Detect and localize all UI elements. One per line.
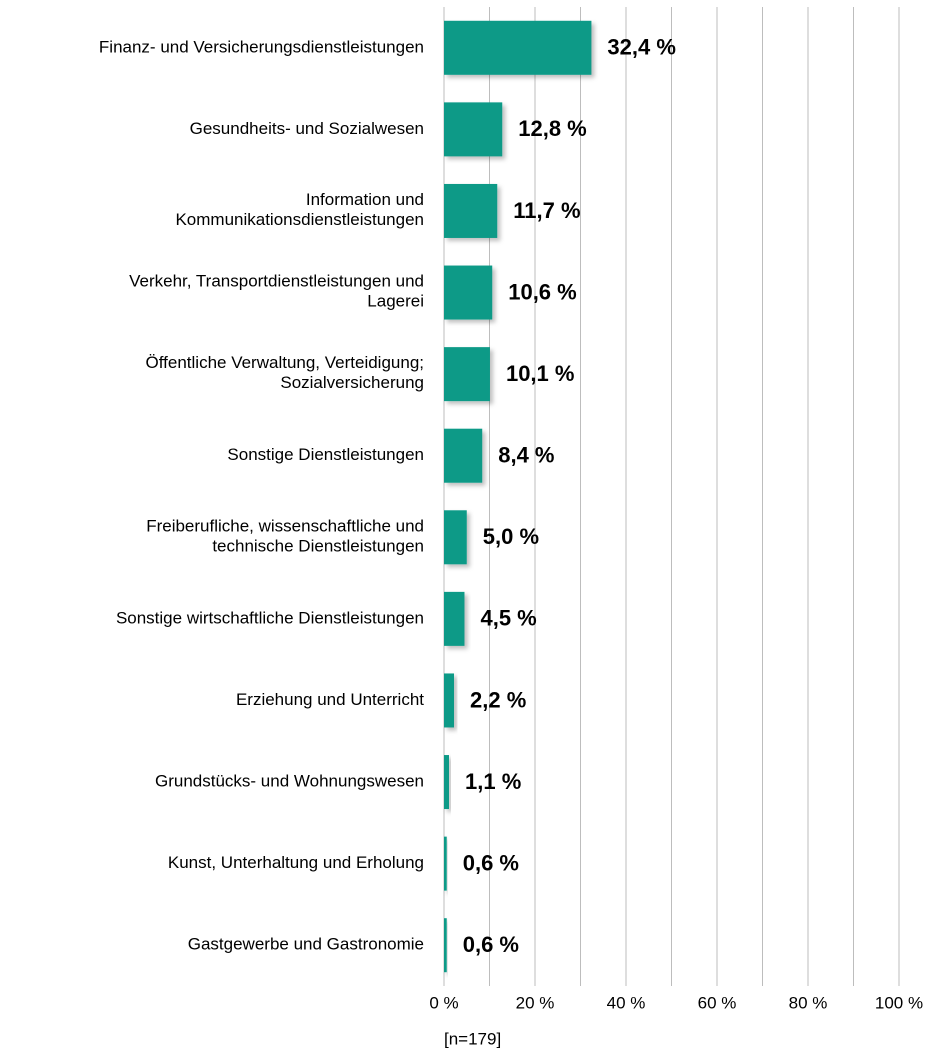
value-label: 8,4 % xyxy=(498,443,554,468)
y-tick-label: Kunst, Unterhaltung und Erholung xyxy=(168,853,424,872)
value-label: 1,1 % xyxy=(465,769,521,794)
value-label: 12,8 % xyxy=(518,116,587,141)
bar xyxy=(444,510,467,565)
value-label: 11,7 % xyxy=(513,198,580,223)
y-tick-label: Finanz- und Versicherungsdienstleistunge… xyxy=(99,37,424,56)
bar xyxy=(444,673,455,728)
bar xyxy=(444,347,490,402)
y-tick-label: Verkehr, Transportdienstleistungen und La… xyxy=(129,272,424,311)
x-tick-label: 0 % xyxy=(429,993,458,1012)
y-tick-label: Freiberufliche, wissenschaftliche und tec… xyxy=(146,517,424,556)
y-tick-label: Öffentliche Verwaltung, Verteidigung; Soz… xyxy=(146,354,424,393)
note: [n=179] xyxy=(444,1029,501,1048)
y-tick-label: Erziehung und Unterricht xyxy=(236,690,424,709)
y-tick-label: Gastgewerbe und Gastronomie xyxy=(188,935,424,954)
x-tick-label: 100 % xyxy=(875,993,923,1012)
value-label: 5,0 % xyxy=(483,524,539,549)
bar xyxy=(444,265,493,320)
bar xyxy=(444,591,465,646)
x-tick-label: 20 % xyxy=(516,993,555,1012)
value-label: 0,6 % xyxy=(463,850,519,875)
y-tick-label: Sonstige Dienstleistungen xyxy=(227,445,424,464)
y-tick-label: Gesundheits- und Sozialwesen xyxy=(190,119,424,138)
value-label: 0,6 % xyxy=(463,932,519,957)
y-tick-label: Sonstige wirtschaftliche Dienstleistunge… xyxy=(116,608,424,627)
x-tick-label: 40 % xyxy=(607,993,646,1012)
value-label: 2,2 % xyxy=(470,687,526,712)
y-tick-label: Information und Kommunikationsdienstleist… xyxy=(175,190,424,229)
value-label: 32,4 % xyxy=(607,35,676,60)
value-label: 10,1 % xyxy=(506,361,574,386)
x-tick-label: 60 % xyxy=(698,993,737,1012)
bar xyxy=(444,755,450,810)
bar xyxy=(444,20,592,75)
bar xyxy=(444,918,447,973)
value-label: 4,5 % xyxy=(480,606,536,631)
bar xyxy=(444,102,503,157)
y-tick-label: Grundstücks- und Wohnungswesen xyxy=(155,772,424,791)
value-label: 10,6 % xyxy=(508,279,576,304)
x-tick-label: 80 % xyxy=(789,993,828,1012)
bar xyxy=(444,183,498,238)
bar xyxy=(444,836,447,891)
bar xyxy=(444,428,483,483)
